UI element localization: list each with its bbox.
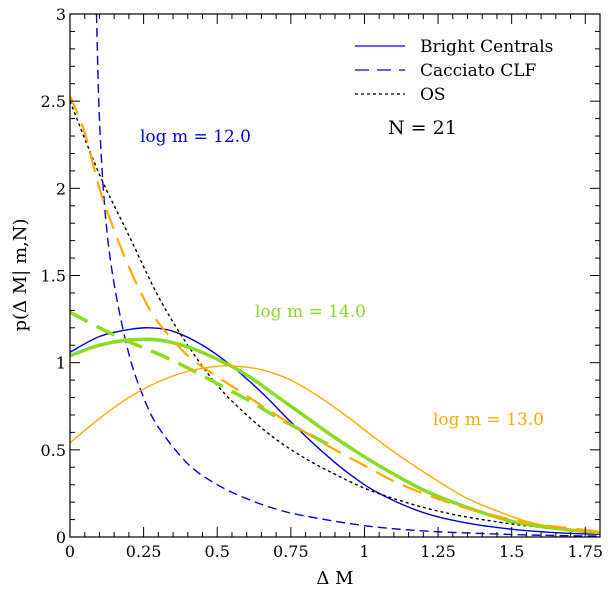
- annotation-log-m-13: log m = 13.0: [433, 410, 544, 430]
- legend-label-bright-centrals: Bright Centrals: [420, 37, 553, 57]
- x-tick-label: 0: [65, 542, 75, 561]
- y-tick-label: 0: [56, 528, 66, 547]
- legend-label-cacciato-clf: Cacciato CLF: [420, 61, 537, 81]
- legend: Bright Centrals Cacciato CLF OS: [355, 37, 553, 105]
- legend-label-os: OS: [420, 85, 446, 105]
- series-line-2: [95, 14, 600, 537]
- series-line-3: [70, 100, 600, 533]
- x-tick-label: 1.75: [567, 542, 603, 561]
- y-axis-label: p(Δ M| m,N): [10, 218, 31, 331]
- annotation-log-m-12: log m = 12.0: [140, 127, 251, 147]
- series-line-4: [70, 337, 600, 535]
- y-tick-label: 1.5: [41, 267, 66, 286]
- y-tick-label: 2: [56, 179, 66, 198]
- n-label: N = 21: [388, 117, 457, 139]
- series-line-5: [70, 310, 336, 450]
- y-tick-label: 2.5: [41, 92, 66, 111]
- ticks-layer: 0 0.25 0.5 0.75 1 1.25 1.5 1.75 0 0.5 1 1.5 2 2.5 3: [41, 5, 604, 561]
- x-axis-label: Δ M: [316, 568, 353, 589]
- x-tick-label: 1.25: [420, 542, 456, 561]
- x-tick-label: 0.75: [273, 542, 309, 561]
- y-tick-label: 1: [56, 354, 66, 373]
- y-tick-label: 0.5: [41, 441, 66, 460]
- series-layer: [70, 14, 600, 537]
- x-tick-label: 0.5: [204, 542, 229, 561]
- series-line-7: [70, 95, 600, 533]
- x-tick-label: 1.5: [499, 542, 524, 561]
- series-line-6: [70, 364, 600, 534]
- x-tick-label: 0.25: [126, 542, 162, 561]
- y-tick-label: 3: [56, 5, 66, 24]
- plot-background: [70, 14, 600, 537]
- annotation-log-m-14: log m = 14.0: [255, 302, 366, 322]
- series-line-1: [70, 327, 600, 536]
- x-tick-label: 1: [359, 542, 369, 561]
